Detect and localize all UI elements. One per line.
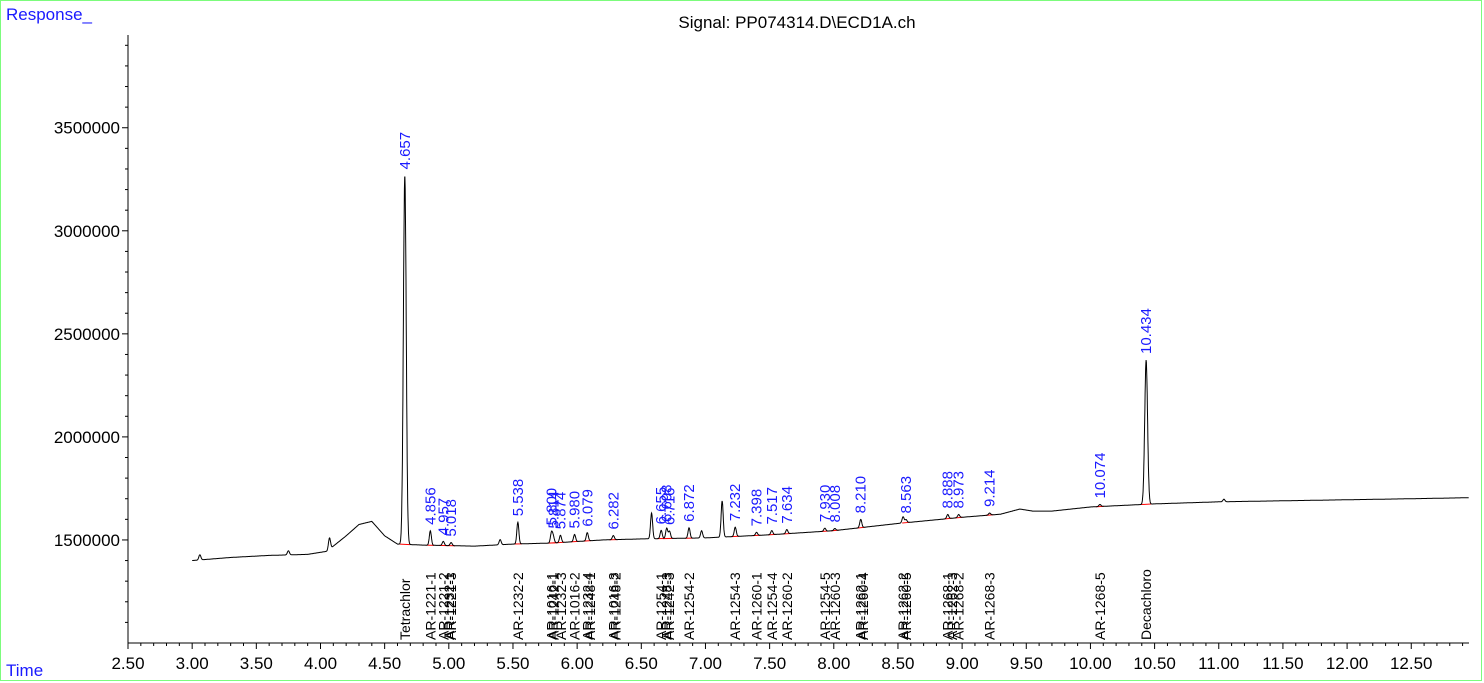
compound-label: AR-1268-2: [951, 572, 967, 640]
peak-label: 8.210: [853, 476, 870, 514]
x-tick-label: 10.50: [1133, 654, 1176, 673]
x-tick-label: 4.50: [368, 654, 401, 673]
compound-label: Decachloro: [1138, 569, 1154, 640]
x-tick-label: 5.00: [432, 654, 465, 673]
compound-label: AR-1232-4: [579, 572, 595, 640]
x-tick-label: 7.50: [753, 654, 786, 673]
peak-label: 8.563: [898, 476, 915, 514]
peak-label: 7.517: [764, 487, 781, 525]
compound-label: AR-1221-2: [435, 572, 451, 640]
compound-label: AR-1232-1: [441, 572, 457, 640]
peak-label: 5.018: [443, 499, 460, 537]
peak-label: 8.008: [827, 485, 844, 523]
x-tick-label: 4.00: [304, 654, 337, 673]
peak-label: 5.800: [543, 488, 560, 526]
x-tick-label: 2.50: [111, 654, 144, 673]
compound-label: AR-1260-1: [749, 572, 765, 640]
compound-label: AR-1248-1: [582, 572, 598, 640]
peak-label: 7.634: [779, 486, 796, 524]
peak-label: 5.814: [545, 491, 562, 529]
compound-label: AR-1016-2: [567, 572, 583, 640]
y-tick-label: 3000000: [54, 222, 120, 241]
compound-label: AR-1016-1: [543, 572, 559, 640]
compound-label: AR-1248-2: [608, 572, 624, 640]
compound-label: AR-1262-2: [895, 572, 911, 640]
compound-label: AR-1248-3: [659, 572, 675, 640]
peak-label: 7.930: [817, 485, 834, 523]
y-tick-label: 2000000: [54, 428, 120, 447]
compound-label: AR-1016-3: [605, 572, 621, 640]
compound-label: AR-1254-1: [653, 572, 669, 640]
x-tick-label: 6.50: [625, 654, 658, 673]
compound-label: AR-1254-3: [727, 572, 743, 640]
compound-label: AR-1260-2: [779, 572, 795, 640]
compound-label: AR-1254-4: [764, 572, 780, 640]
compound-label: AR-1242-1: [545, 572, 561, 640]
y-axis-title: Response_: [6, 5, 93, 24]
compound-label: AR-1221-1: [422, 572, 438, 640]
peak-label: 6.698: [659, 484, 676, 522]
peak-label: 7.232: [727, 484, 744, 522]
x-tick-label: 12.50: [1390, 654, 1433, 673]
compound-label: AR-1232-3: [553, 572, 569, 640]
x-tick-label: 9.50: [1010, 654, 1043, 673]
compound-label: AR-1260-5: [898, 572, 914, 640]
peak-label: 6.655: [653, 487, 670, 525]
compound-label: AR-1262-1: [853, 572, 869, 640]
compound-label: AR-1260-3: [827, 572, 843, 640]
peak-label: 7.398: [749, 489, 766, 527]
peak-label: 4.657: [397, 132, 414, 170]
x-tick-label: 3.00: [176, 654, 209, 673]
x-tick-label: 7.00: [689, 654, 722, 673]
x-tick-label: 12.00: [1326, 654, 1369, 673]
x-tick-label: 9.00: [946, 654, 979, 673]
peak-label: 9.214: [982, 469, 999, 507]
compound-label: AR-1242-3: [661, 572, 677, 640]
compound-label: AR-1254-2: [681, 572, 697, 640]
compound-label: AR-1232-2: [510, 572, 526, 640]
compound-labels: Tetrachlor AR-1221-1AR-1221-2AR-1232-1AR-…: [397, 569, 1154, 640]
compound-label: Tetrachlor: [397, 578, 413, 640]
compound-label: AR-1254-5: [817, 572, 833, 640]
peak-label: 4.957: [435, 498, 452, 536]
y-tick-label: 3500000: [54, 119, 120, 138]
peak-label: 6.282: [605, 492, 622, 530]
x-tick-label: 5.50: [496, 654, 529, 673]
peak-label: 10.434: [1138, 308, 1155, 354]
x-tick-label: 10.00: [1069, 654, 1112, 673]
y-tick-label: 1500000: [54, 531, 120, 550]
compound-label: AR-1260-4: [855, 572, 871, 640]
x-tick-label: 8.50: [881, 654, 914, 673]
peak-label: 8.973: [951, 471, 968, 509]
peak-label: 6.716: [662, 487, 679, 525]
trace-group: [191, 176, 1469, 562]
peak-label: 5.980: [567, 491, 584, 529]
signal-trace: [191, 176, 1469, 562]
compound-label: AR-1221-3: [443, 572, 459, 640]
peak-label: 6.872: [681, 484, 698, 522]
x-tick-label: 3.50: [240, 654, 273, 673]
peak-label: 10.074: [1092, 453, 1109, 499]
compound-label: AR-1268-3: [982, 572, 998, 640]
peak-label: 6.079: [579, 489, 596, 527]
peak-label: 5.874: [552, 492, 569, 530]
y-tick-label: 2500000: [54, 325, 120, 344]
compound-label: AR-1268-5: [1092, 572, 1108, 640]
chart-title: Signal: PP074314.D\ECD1A.ch: [678, 13, 915, 32]
axes: 2.50 3.00 3.50 4.00 4.50 5.00 5.50 6.00 6.50 7.00…: [54, 35, 1469, 673]
peak-label: 8.888: [940, 471, 957, 509]
x-tick-label: 6.00: [561, 654, 594, 673]
x-tick-label: 11.50: [1262, 654, 1303, 673]
x-axis-title: Time: [6, 661, 43, 680]
x-tick-label: 11.00: [1198, 654, 1239, 673]
peak-label: 5.538: [510, 479, 527, 517]
compound-label: AR-1268-1: [940, 572, 956, 640]
peak-label: 4.856: [422, 487, 439, 525]
compound-label: AR-1262-3: [944, 572, 960, 640]
x-tick-label: 8.00: [817, 654, 850, 673]
